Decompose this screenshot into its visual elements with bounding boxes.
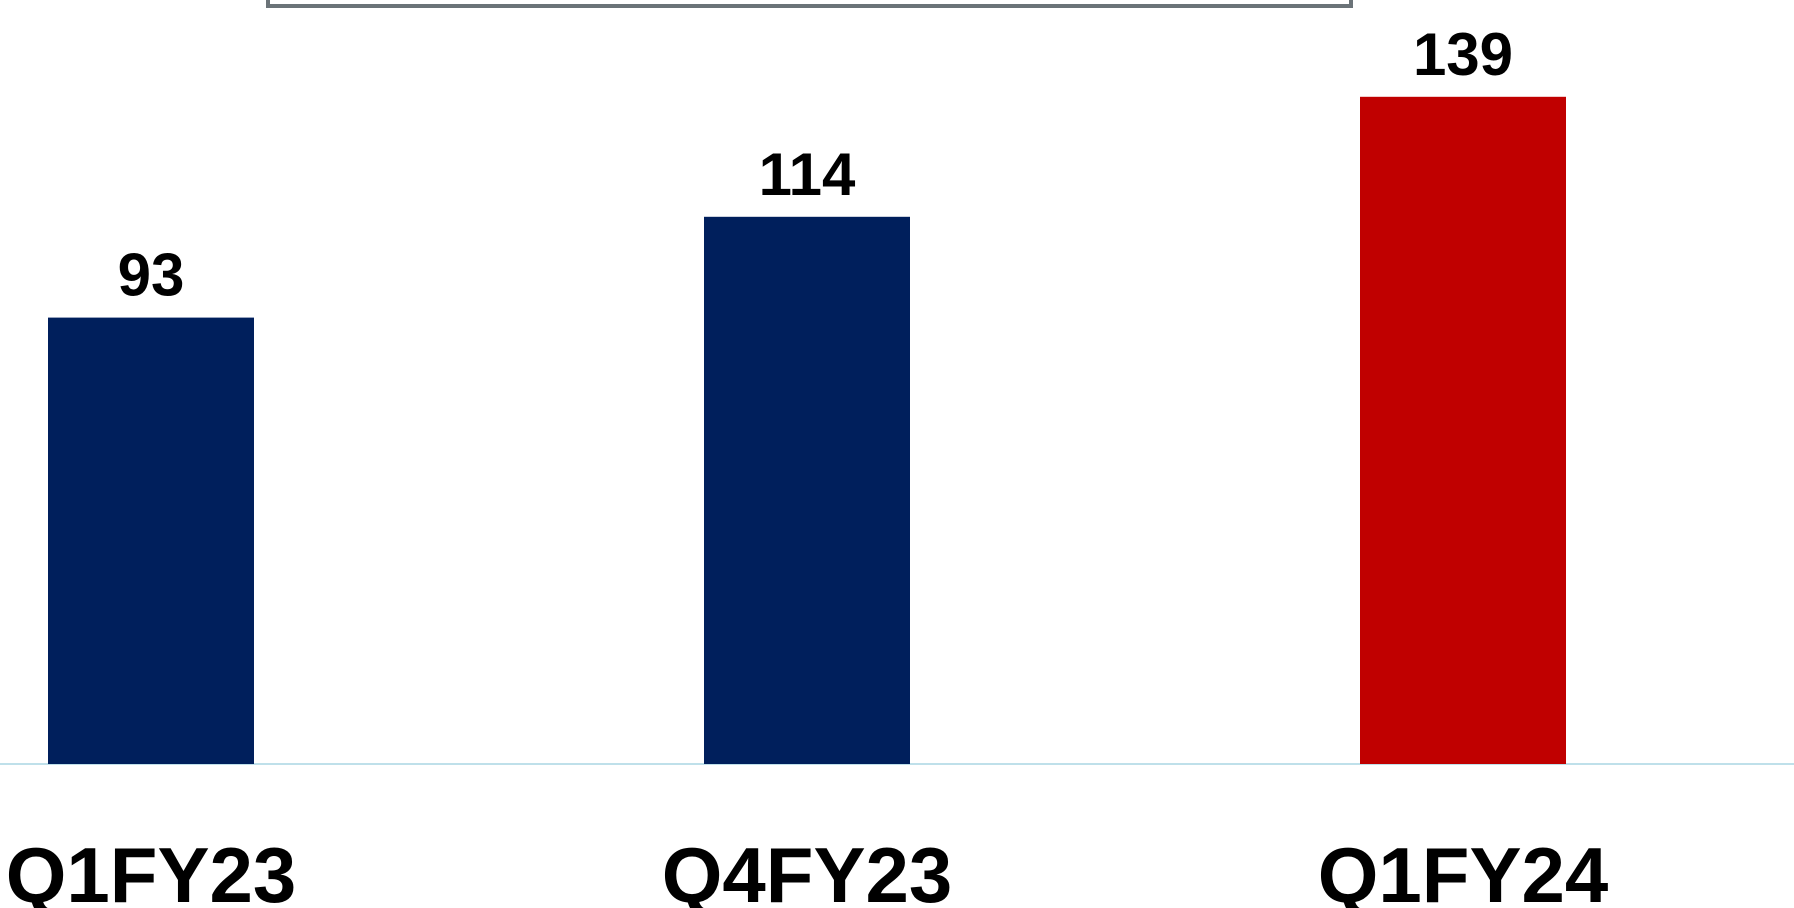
x-tick-label: Q4FY23 — [662, 831, 952, 908]
bar — [1360, 96, 1566, 765]
header-box — [266, 0, 1353, 8]
value-label: 114 — [759, 141, 856, 208]
bar — [48, 317, 254, 764]
x-tick-label: Q1FY23 — [6, 831, 296, 908]
value-label: 93 — [118, 242, 185, 309]
value-label: 139 — [1413, 21, 1513, 88]
x-tick-label: Q1FY24 — [1318, 831, 1608, 908]
bar — [704, 216, 910, 765]
